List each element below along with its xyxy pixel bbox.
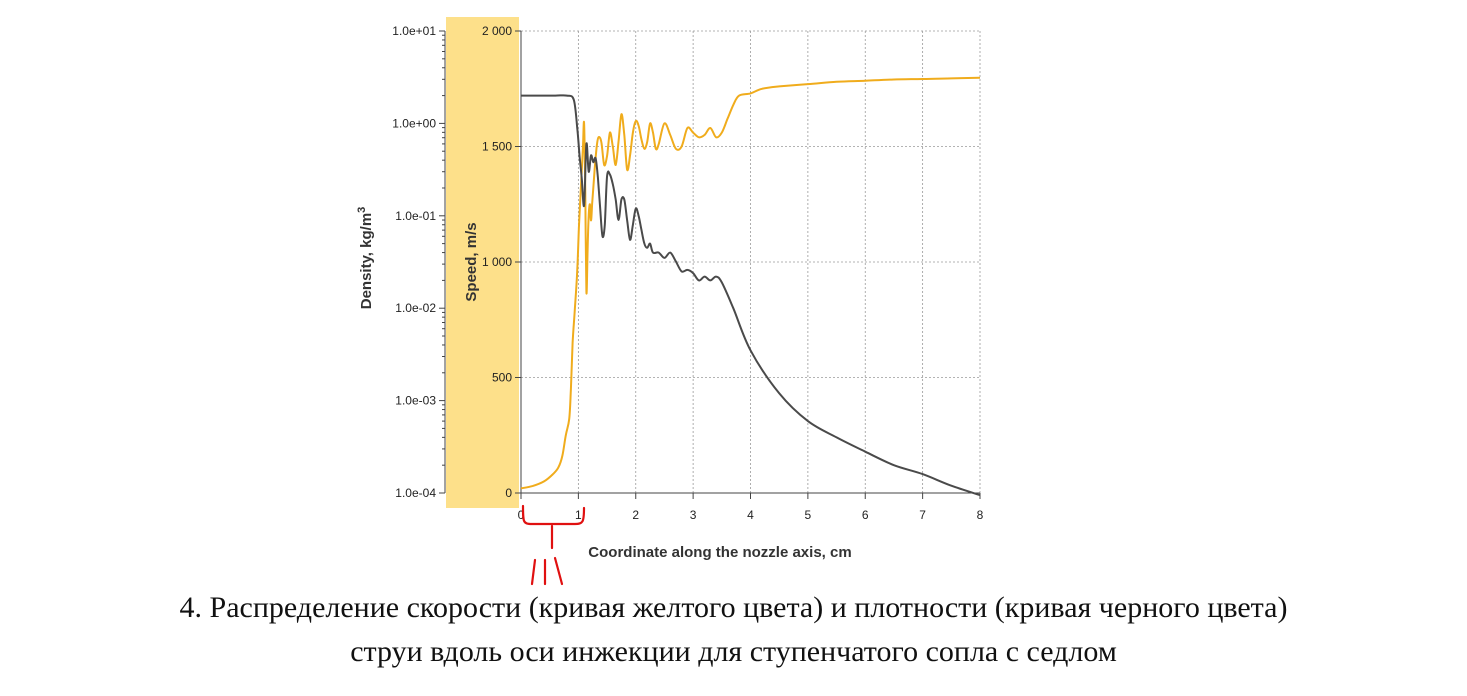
x-tick-label: 6 bbox=[862, 508, 869, 522]
speed-axis-highlight bbox=[446, 17, 519, 508]
left-y-axis-title: Density, kg/m3 bbox=[356, 207, 375, 310]
chart-canvas: 1.0e+01 1.0e+00 1.0e-01 1.0e-02 1.0e-03 1.0e-… bbox=[356, 17, 984, 586]
left-tick-label: 1.0e-03 bbox=[395, 394, 436, 408]
x-tick-label: 7 bbox=[919, 508, 926, 522]
speed-series-line bbox=[520, 76, 981, 490]
x-tick-label: 3 bbox=[690, 508, 697, 522]
x-tick-label: 5 bbox=[805, 508, 812, 522]
x-tick-label: 2 bbox=[632, 508, 639, 522]
x-tick-label: 8 bbox=[977, 508, 984, 522]
left-tick-label: 1.0e-04 bbox=[395, 486, 436, 500]
right-tick-label: 500 bbox=[492, 371, 512, 385]
x-axis-title: Coordinate along the nozzle axis, cm bbox=[588, 544, 851, 561]
x-tick-label: 4 bbox=[747, 508, 754, 522]
figure-caption: 4. Распределение скорости (кривая желтог… bbox=[0, 586, 1467, 674]
right-tick-labels: 2 000 1 500 1 000 500 0 bbox=[482, 24, 512, 500]
left-tick-labels: 1.0e+01 1.0e+00 1.0e-01 1.0e-02 1.0e-03 1.0e-… bbox=[392, 24, 436, 500]
x-tick-label: 1 bbox=[575, 508, 582, 522]
left-tick-label: 1.0e+00 bbox=[392, 116, 436, 130]
x-tick-labels: 0 1 2 3 4 5 6 7 8 bbox=[518, 508, 984, 522]
grid-lines bbox=[521, 30, 981, 493]
caption-line-2: струи вдоль оси инжекции для ступенчатог… bbox=[350, 635, 1117, 668]
right-tick-label: 1 000 bbox=[482, 255, 512, 269]
right-tick-label: 2 000 bbox=[482, 24, 512, 38]
right-y-axis-title: Speed, m/s bbox=[463, 222, 480, 301]
right-tick-label: 0 bbox=[505, 486, 512, 500]
x-tick-label: 0 bbox=[518, 508, 525, 522]
right-tick-label: 1 500 bbox=[482, 140, 512, 154]
density-series-line bbox=[521, 94, 981, 497]
left-tick-label: 1.0e-01 bbox=[395, 209, 436, 223]
handwritten-bracket-annotation bbox=[521, 504, 586, 586]
left-tick-label: 1.0e+01 bbox=[392, 24, 436, 38]
caption-line-1: 4. Распределение скорости (кривая желтог… bbox=[179, 591, 1288, 624]
tick-marks bbox=[439, 30, 981, 499]
left-tick-label: 1.0e-02 bbox=[395, 301, 436, 315]
